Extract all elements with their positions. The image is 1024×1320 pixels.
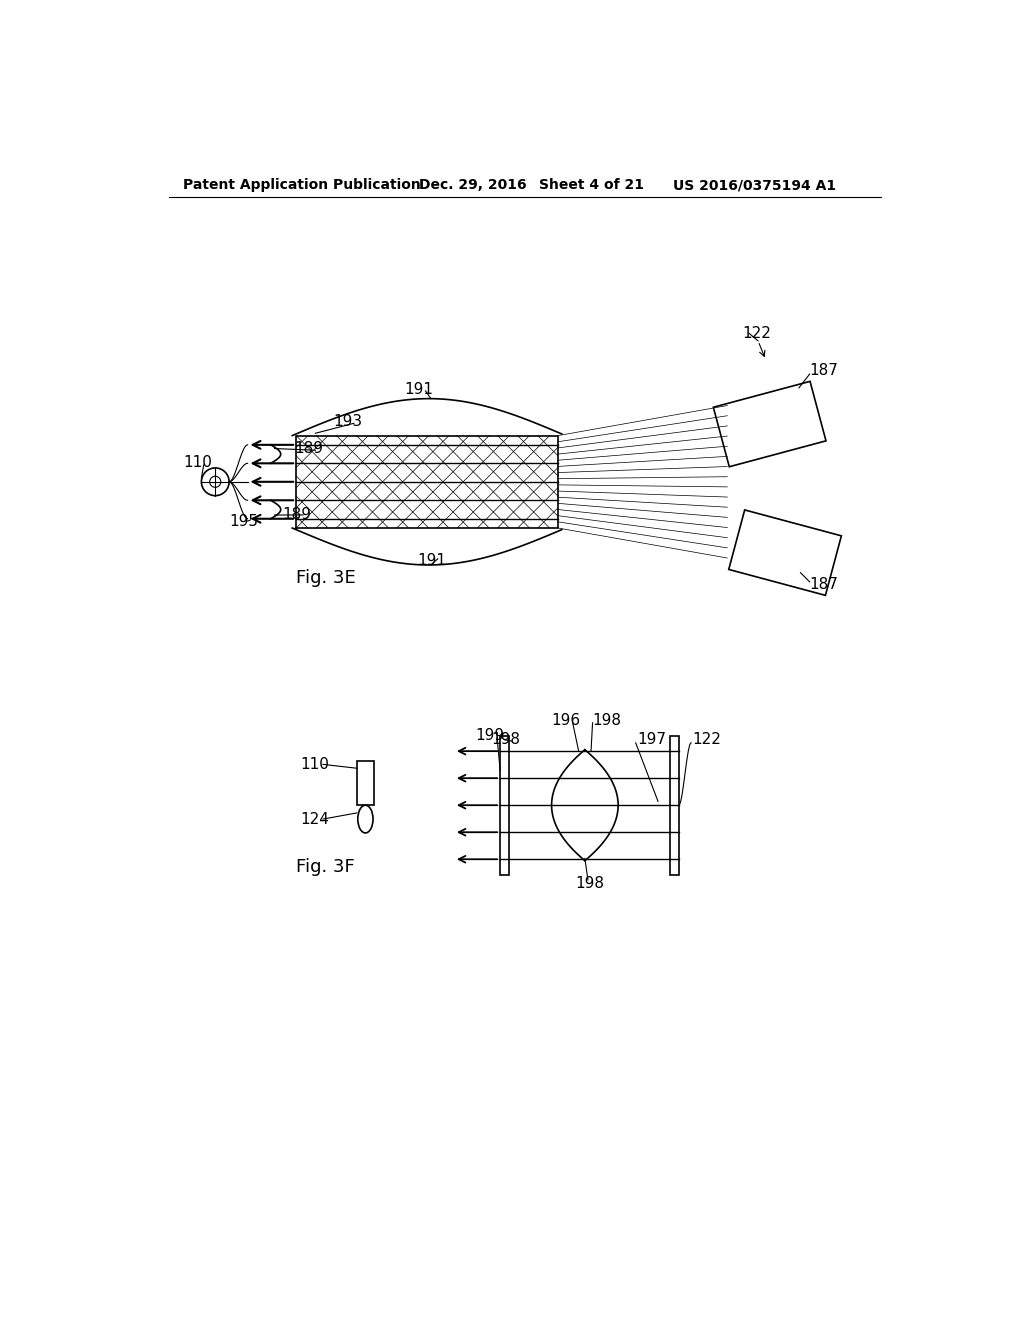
Text: 198: 198 xyxy=(575,876,604,891)
Bar xyxy=(670,737,679,875)
Text: 124: 124 xyxy=(300,812,329,826)
Text: 198: 198 xyxy=(490,733,520,747)
Text: Patent Application Publication: Patent Application Publication xyxy=(183,178,421,193)
Text: 197: 197 xyxy=(637,733,667,747)
Text: US 2016/0375194 A1: US 2016/0375194 A1 xyxy=(674,178,837,193)
Text: 198: 198 xyxy=(593,713,622,729)
Text: 196: 196 xyxy=(552,713,581,729)
Text: Fig. 3F: Fig. 3F xyxy=(296,858,355,875)
Bar xyxy=(500,737,509,875)
Text: 122: 122 xyxy=(692,733,722,747)
Text: 187: 187 xyxy=(810,363,839,379)
Text: 195: 195 xyxy=(229,515,258,529)
Text: 110: 110 xyxy=(183,455,212,470)
Text: 122: 122 xyxy=(742,326,772,341)
Text: 193: 193 xyxy=(333,414,362,429)
Text: 189: 189 xyxy=(283,507,311,523)
Text: 199: 199 xyxy=(475,729,505,743)
Text: 191: 191 xyxy=(417,553,446,568)
Text: 191: 191 xyxy=(404,381,434,397)
Text: Fig. 3E: Fig. 3E xyxy=(296,569,356,587)
Text: Dec. 29, 2016: Dec. 29, 2016 xyxy=(419,178,527,193)
Text: 110: 110 xyxy=(300,756,329,772)
Text: 189: 189 xyxy=(295,441,324,457)
Text: 187: 187 xyxy=(810,577,839,593)
Bar xyxy=(357,760,374,805)
Text: Sheet 4 of 21: Sheet 4 of 21 xyxy=(539,178,644,193)
